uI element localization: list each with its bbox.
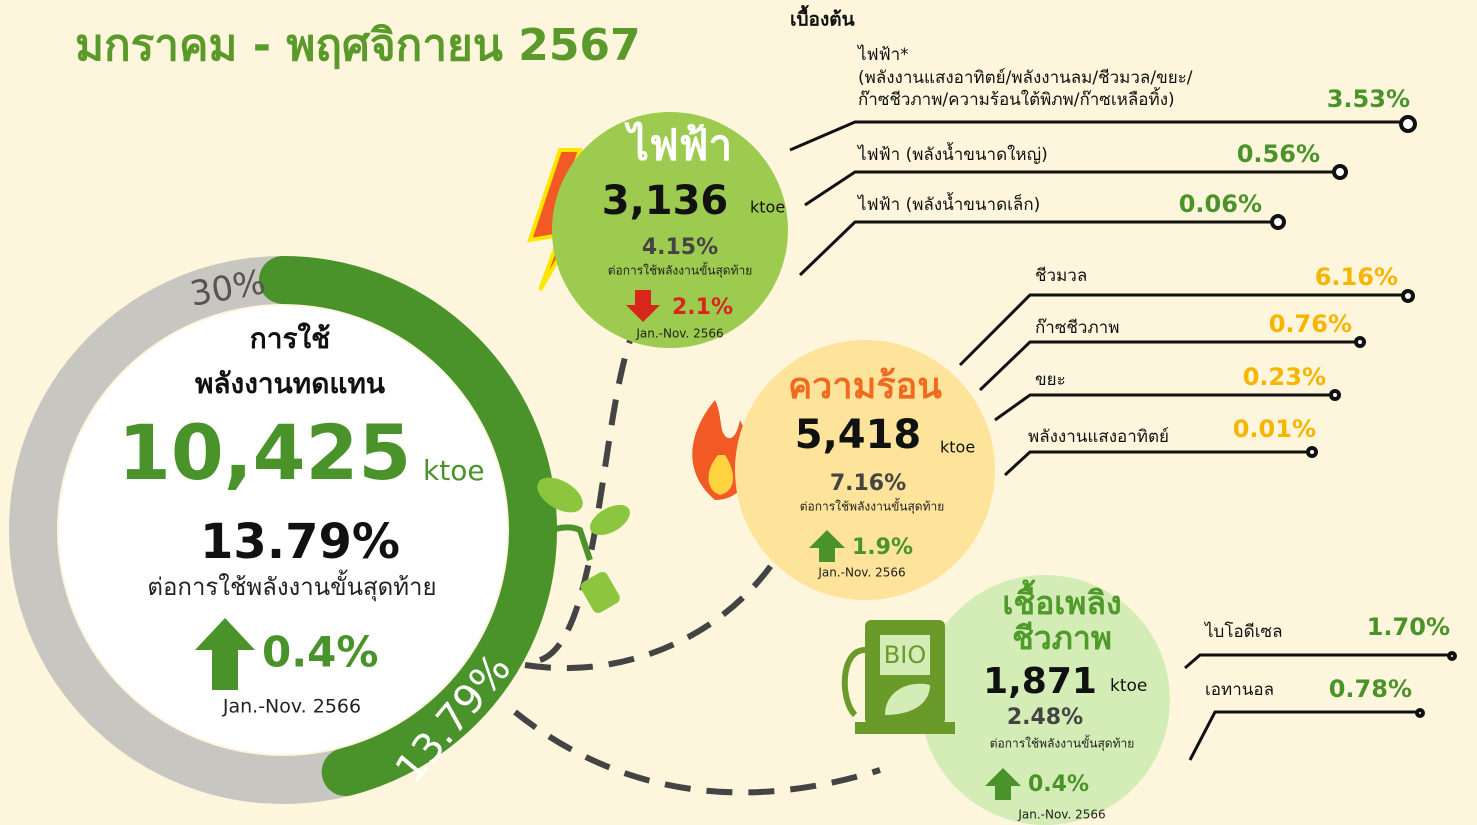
item-value: 0.06%: [1179, 190, 1262, 218]
item-value: 0.78%: [1329, 675, 1412, 703]
item-name: (พลังงานแสงอาทิตย์/พลังงานลม/ชีวมวล/ขยะ/: [858, 68, 1193, 88]
leader-end: [1356, 338, 1364, 346]
section-value: 1,871: [983, 661, 1097, 702]
section-unit: ktoe: [1110, 676, 1147, 696]
section-unit: ktoe: [750, 198, 785, 217]
section-title: ความร้อน: [788, 366, 942, 407]
section-title: ชีวภาพ: [1012, 619, 1112, 657]
section-title: ไฟฟ้า: [624, 121, 732, 170]
leader-end: [1331, 391, 1339, 399]
leader-end: [1417, 710, 1423, 716]
note: เบื้องต้น: [790, 5, 855, 31]
item-value: 3.53%: [1327, 85, 1410, 113]
leader-end: [1272, 216, 1284, 228]
item-name: ไฟฟ้า*: [856, 44, 909, 65]
section-period: Jan.-Nov. 2566: [1017, 808, 1105, 822]
section-share: 4.15%: [642, 235, 718, 260]
section-change: 0.4%: [1028, 772, 1089, 797]
section-value: 5,418: [795, 412, 922, 458]
main-label: พลังงานทดแทน: [195, 367, 385, 400]
section-period: Jan.-Nov. 2566: [817, 566, 905, 580]
item-name: ชีวมวล: [1035, 266, 1087, 286]
item-value: 0.01%: [1233, 415, 1316, 443]
section-desc: ต่อการใช้พลังงานขั้นสุดท้าย: [800, 498, 945, 515]
section-value: 3,136: [602, 178, 729, 224]
main-label: การใช้: [250, 322, 330, 355]
main-change: 0.4%: [262, 628, 378, 677]
section-unit: ktoe: [940, 438, 975, 457]
leader-end: [1401, 117, 1415, 131]
bio-label: BIO: [884, 641, 926, 669]
item-name: เอทานอล: [1205, 680, 1274, 700]
main-unit: ktoe: [423, 454, 485, 487]
item-name: ไบโอดีเซล: [1203, 621, 1283, 642]
item-value: 0.56%: [1237, 140, 1320, 168]
section-desc: ต่อการใช้พลังงานขั้นสุดท้าย: [990, 735, 1135, 752]
item-value: 6.16%: [1315, 263, 1398, 291]
main-desc: ต่อการใช้พลังงานขั้นสุดท้าย: [147, 569, 436, 602]
leader-end: [1449, 653, 1455, 659]
section-desc: ต่อการใช้พลังงานขั้นสุดท้าย: [608, 262, 753, 279]
section-period: Jan.-Nov. 2566: [635, 327, 723, 341]
page: มกราคม - พฤศจิกายน 2567 เบื้องต้น 30% 13…: [0, 0, 1477, 825]
main-value: 10,425: [118, 408, 411, 497]
main-share: 13.79%: [200, 514, 400, 570]
section-title: เชื้อเพลิง: [1002, 579, 1121, 622]
section-change: 1.9%: [852, 535, 913, 560]
section-change: 2.1%: [672, 295, 733, 320]
item-name: ขยะ: [1035, 370, 1066, 390]
main-period: Jan.-Nov. 2566: [222, 696, 361, 718]
leader-end: [1403, 291, 1413, 301]
item-name: ก๊าซชีวภาพ/ความร้อนใต้พิภพ/ก๊าซเหลือทิ้ง…: [858, 87, 1175, 110]
item-name: ก๊าซชีวภาพ: [1035, 318, 1119, 338]
leader-end: [1334, 166, 1346, 178]
item-name: ไฟฟ้า (พลังน้ำขนาดเล็ก): [856, 192, 1040, 215]
item-value: 0.76%: [1269, 310, 1352, 338]
section-share: 2.48%: [1007, 705, 1083, 730]
item-name: พลังงานแสงอาทิตย์: [1028, 427, 1169, 447]
item-value: 1.70%: [1367, 613, 1450, 641]
leader-end: [1308, 448, 1316, 456]
item-name: ไฟฟ้า (พลังน้ำขนาดใหญ่): [856, 142, 1048, 165]
item-value: 0.23%: [1243, 363, 1326, 391]
title: มกราคม - พฤศจิกายน 2567: [75, 20, 641, 71]
infographic: มกราคม - พฤศจิกายน 2567 เบื้องต้น 30% 13…: [0, 0, 1477, 825]
section-share: 7.16%: [830, 471, 906, 496]
